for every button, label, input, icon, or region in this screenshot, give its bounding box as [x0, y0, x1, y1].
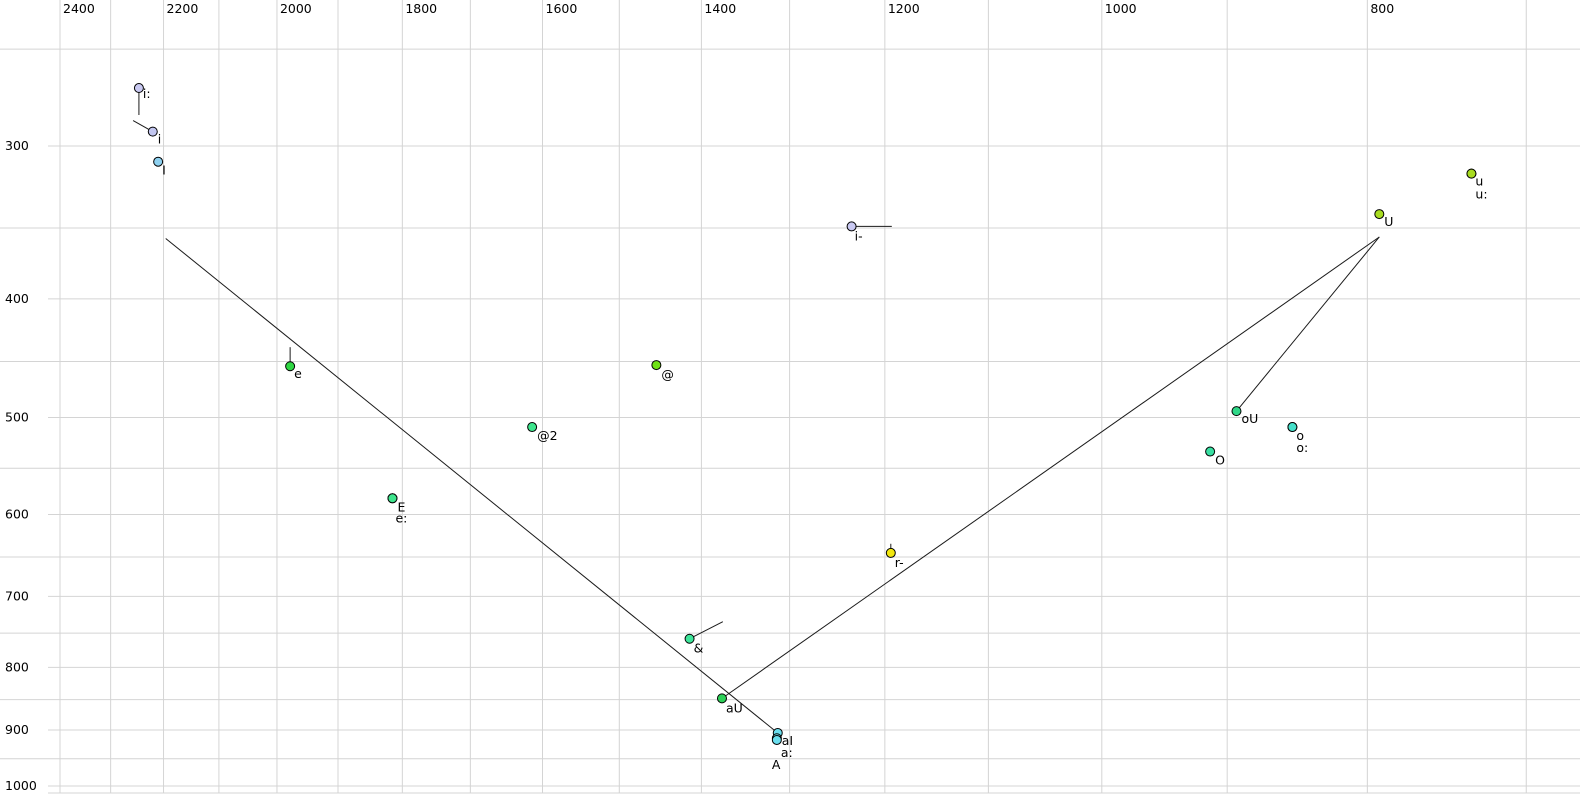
vowel-point-label: u:: [1475, 187, 1487, 202]
vowel-point-label: e: [294, 366, 302, 381]
vowel-point-label: a:: [781, 745, 793, 760]
formant-trajectory-line: [689, 621, 724, 640]
vowel-point-marker: [147, 126, 158, 137]
vowel-point-marker: [771, 734, 782, 745]
vowel-point-label: A: [772, 757, 781, 772]
y-axis-tick-label-backing: [0, 137, 48, 154]
vowel-point-marker: [1231, 406, 1242, 417]
vowel-point-label: O: [1215, 453, 1225, 468]
y-axis-tick-label: 800: [5, 659, 29, 674]
y-axis-tick-label: 700: [5, 588, 29, 603]
y-axis-tick-label: 500: [5, 410, 29, 425]
vowel-point-label: u: [1475, 174, 1483, 189]
y-axis-tick-label: 600: [5, 506, 29, 521]
y-axis-tick-label-backing: [0, 777, 48, 795]
x-axis-tick-label: 1200: [888, 1, 920, 16]
y-axis-tick-label: 900: [5, 722, 29, 737]
vowel-point-label: i:: [143, 86, 151, 101]
vowel-point-marker: [716, 693, 727, 704]
vowel-point-label: &: [694, 641, 704, 656]
vowel-point-marker: [885, 547, 896, 558]
vowel-point-marker: [1205, 446, 1216, 457]
vowel-point-marker: [1374, 209, 1385, 220]
vowel-point-label: U: [1384, 214, 1393, 229]
x-axis-tick-label: 2000: [280, 1, 312, 16]
vowel-point-label: I: [162, 163, 166, 178]
vowel-point-marker: [285, 361, 296, 372]
formant-trajectory-line: [1236, 236, 1380, 412]
x-axis-tick-label: 800: [1370, 1, 1394, 16]
vowel-point-label: e:: [395, 510, 407, 525]
formant-trajectory-line: [165, 238, 779, 734]
y-axis-tick-label-backing: [0, 408, 48, 426]
vowel-point-label: @2: [537, 428, 557, 443]
vowel-point-label: o: [1296, 428, 1304, 443]
vowel-point-marker: [153, 156, 164, 167]
vowel-point-marker: [387, 493, 398, 504]
x-axis-tick-label: 1400: [704, 1, 736, 16]
y-axis-tick-label-backing: [0, 658, 48, 676]
x-axis-tick-label: 2200: [167, 1, 199, 16]
vowel-point-marker: [527, 422, 538, 433]
vowel-point-label: aU: [726, 700, 743, 715]
vowel-point-label: o:: [1296, 440, 1308, 455]
y-axis-tick-label: 300: [5, 138, 29, 153]
x-axis-tick-label: 1600: [546, 1, 578, 16]
vowel-point-marker: [1466, 168, 1477, 179]
y-axis-tick-label: 1000: [5, 778, 37, 793]
vowel-point-marker: [1287, 422, 1298, 433]
vowel-point-label: oU: [1241, 411, 1258, 426]
vowel-point-marker: [133, 83, 144, 94]
y-axis-tick-label: 400: [5, 291, 29, 306]
y-axis-tick-label-backing: [0, 721, 48, 739]
x-axis-tick-label: 1800: [405, 1, 437, 16]
vowel-point-label: i-: [855, 228, 863, 243]
vowel-point-marker: [651, 360, 662, 371]
vowel-point-label: aI: [782, 733, 793, 748]
vowel-point-marker: [846, 221, 857, 232]
y-axis-tick-label-backing: [0, 505, 48, 523]
vowel-point-label: i: [158, 132, 161, 147]
vowel-point-label: @: [661, 367, 674, 382]
y-axis-tick-label-backing: [0, 587, 48, 605]
y-axis-tick-label-backing: [0, 289, 48, 307]
vowel-point-label: r-: [895, 555, 904, 570]
x-axis-tick-label: 2400: [63, 1, 95, 16]
vowel-point-label: E: [397, 499, 405, 514]
x-axis-tick-label: 1000: [1105, 1, 1137, 16]
vowel-point-marker: [684, 633, 695, 644]
formant-trajectory-line: [721, 236, 1380, 699]
